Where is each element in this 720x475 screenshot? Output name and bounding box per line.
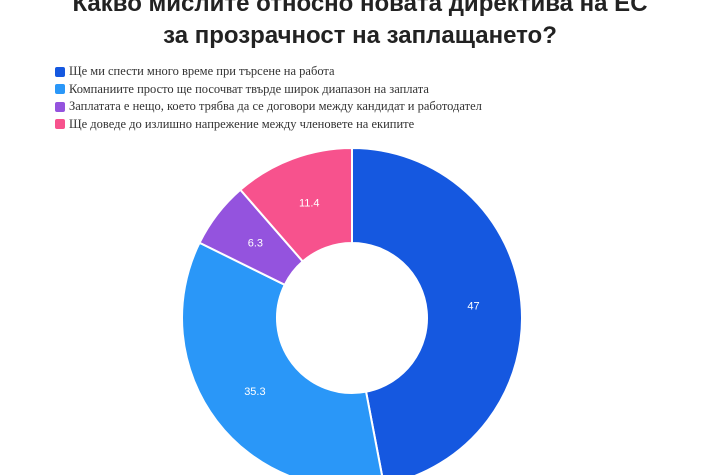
legend: Ще ми спести много време при търсене на … [55, 63, 482, 133]
legend-swatch-3 [55, 119, 65, 130]
legend-item-1[interactable]: Компаниите просто ще посочват твърде шир… [55, 81, 482, 99]
legend-swatch-1 [55, 84, 65, 95]
legend-label-0: Ще ми спести много време при търсене на … [69, 64, 335, 79]
legend-item-0[interactable]: Ще ми спести много време при търсене на … [55, 63, 482, 81]
legend-label-1: Компаниите просто ще посочват твърде шир… [69, 81, 429, 96]
donut-slice-1[interactable] [181, 241, 384, 475]
chart-title: Какво мислите относно новата директива н… [0, 0, 720, 52]
slice-label-2: 6.3 [248, 238, 263, 250]
donut-slice-0[interactable] [351, 147, 524, 475]
donut-slice-3[interactable] [239, 147, 353, 263]
chart-title-line-1: Какво мислите относно новата директива н… [72, 0, 648, 17]
legend-item-3[interactable]: Ще доведе до излишно напрежение между чл… [55, 116, 482, 134]
legend-swatch-2 [55, 101, 65, 112]
legend-label-3: Ще доведе до излишно напрежение между чл… [69, 116, 415, 131]
chart-title-line-2: за прозрачност на заплащането? [163, 22, 557, 49]
slice-label-1: 35.3 [244, 386, 265, 398]
legend-item-2[interactable]: Заплатата е нещо, което трябва да се дог… [55, 98, 482, 116]
slice-label-3: 11.4 [299, 198, 320, 210]
legend-label-2: Заплатата е нещо, което трябва да се дог… [69, 99, 482, 114]
slice-label-0: 47 [467, 301, 479, 313]
legend-swatch-0 [55, 66, 65, 77]
